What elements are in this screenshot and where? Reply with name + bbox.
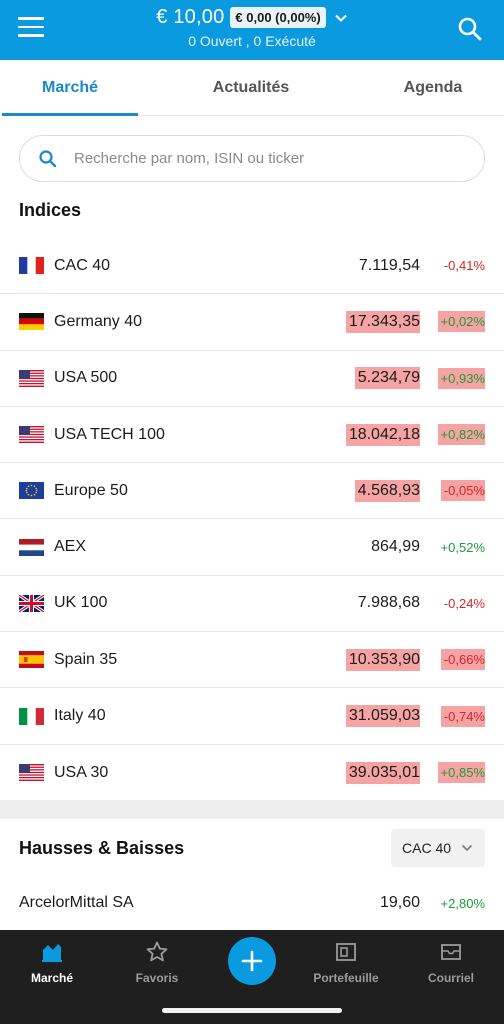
index-row-italy40[interactable]: Italy 40 31.059,03 -0,74% — [0, 688, 504, 745]
search-input[interactable] — [74, 150, 454, 167]
index-row-usa30[interactable]: USA 30 39.035,01 +0,85% — [0, 745, 504, 801]
index-row-europe50[interactable]: Europe 50 4.568,93 -0,05% — [0, 463, 504, 520]
balance-value: € 10,00 — [156, 6, 225, 28]
pnl-badge: € 0,00 (0,00%) — [230, 7, 326, 28]
index-price: 17.343,35 — [345, 310, 420, 333]
nav-favoris[interactable]: Favoris — [107, 940, 207, 985]
index-row-aex[interactable]: AEX 864,99 +0,52% — [0, 519, 504, 576]
star-icon — [146, 941, 168, 962]
account-summary[interactable]: € 10,00 € 0,00 (0,00%) — [0, 6, 504, 29]
eu-flag-icon — [19, 482, 44, 500]
index-row-uk100[interactable]: UK 100 7.988,68 -0,24% — [0, 576, 504, 633]
usa-flag-icon — [19, 764, 44, 782]
nav-marche[interactable]: Marché — [2, 940, 102, 985]
index-name: Spain 35 — [54, 650, 118, 668]
index-change: -0,74% — [440, 705, 485, 727]
index-name: USA 30 — [54, 763, 109, 781]
nav-label: Marché — [30, 971, 74, 985]
indices-list: CAC 40 7.119,54 -0,41% Germany 40 17.343… — [0, 238, 504, 801]
nav-label: Courriel — [427, 971, 474, 985]
index-price: 31.059,03 — [345, 705, 420, 728]
mail-icon — [441, 944, 461, 960]
mover-price: 19,60 — [379, 894, 420, 911]
mover-row[interactable]: ArcelorMittal SA 19,60 +2,80% — [0, 876, 504, 930]
home-indicator[interactable] — [162, 1008, 342, 1013]
index-name: Germany 40 — [54, 312, 143, 330]
index-price: 7.119,54 — [358, 256, 420, 274]
search-bar[interactable] — [19, 135, 485, 182]
index-price: 10.353,90 — [345, 648, 420, 671]
index-name: USA TECH 100 — [54, 425, 165, 443]
market-chart-icon — [42, 944, 62, 962]
usa-flag-icon — [19, 369, 44, 387]
index-price: 864,99 — [371, 538, 420, 556]
nav-label: Favoris — [135, 971, 179, 985]
index-row-spain35[interactable]: Spain 35 10.353,90 -0,66% — [0, 632, 504, 689]
spain-flag-icon — [19, 651, 44, 669]
indices-title: Indices — [19, 200, 82, 220]
tab-marche[interactable]: Marché — [0, 60, 140, 116]
plus-icon — [241, 950, 263, 972]
market-tabs: Marché Actualités Agenda — [0, 60, 504, 116]
index-price: 18.042,18 — [345, 423, 420, 446]
nav-courriel[interactable]: Courriel — [401, 940, 501, 985]
index-price: 4.568,93 — [354, 479, 420, 502]
index-name: USA 500 — [54, 369, 118, 387]
index-price: 7.988,68 — [357, 594, 420, 612]
index-change: +0,82% — [437, 424, 485, 446]
france-flag-icon — [19, 257, 44, 275]
nav-portefeuille[interactable]: Portefeuille — [296, 940, 396, 985]
index-change: -0,24% — [443, 595, 485, 611]
mover-name: ArcelorMittal SA — [19, 894, 134, 911]
search-icon — [39, 149, 57, 167]
app-header: € 10,00 € 0,00 (0,00%) 0 Ouvert , 0 Exéc… — [0, 0, 504, 60]
mover-change: +2,80% — [440, 896, 485, 911]
netherlands-flag-icon — [19, 538, 44, 556]
index-name: AEX — [54, 538, 87, 556]
index-price: 5.234,79 — [354, 367, 420, 390]
index-row-usatech100[interactable]: USA TECH 100 18.042,18 +0,82% — [0, 407, 504, 464]
movers-title: Hausses & Baisses — [19, 838, 185, 858]
nav-label: Portefeuille — [313, 971, 379, 985]
chevron-down-icon — [461, 844, 473, 852]
index-change: +0,52% — [440, 539, 485, 555]
tab-actualites[interactable]: Actualités — [212, 78, 290, 96]
index-change: +0,93% — [437, 367, 485, 389]
index-change: +0,85% — [437, 762, 485, 784]
portfolio-icon — [336, 943, 356, 961]
germany-flag-icon — [19, 313, 44, 331]
uk-flag-icon — [19, 594, 44, 612]
index-change: +0,02% — [437, 311, 485, 333]
index-name: Italy 40 — [54, 707, 106, 725]
movers-selected-index: CAC 40 — [402, 840, 452, 856]
orders-status: 0 Ouvert , 0 Exécuté — [188, 33, 316, 49]
menu-icon[interactable] — [18, 17, 44, 41]
index-name: Europe 50 — [54, 481, 128, 499]
usa-flag-icon — [19, 426, 44, 444]
tab-agenda[interactable]: Agenda — [403, 78, 463, 96]
index-price: 39.035,01 — [345, 761, 420, 784]
section-divider — [0, 800, 504, 819]
index-name: UK 100 — [54, 594, 108, 612]
chevron-down-icon[interactable] — [334, 11, 348, 25]
add-button[interactable] — [228, 937, 276, 985]
index-row-germany40[interactable]: Germany 40 17.343,35 +0,02% — [0, 294, 504, 351]
index-row-cac40[interactable]: CAC 40 7.119,54 -0,41% — [0, 238, 504, 295]
italy-flag-icon — [19, 707, 44, 725]
index-change: -0,66% — [440, 649, 485, 671]
search-icon[interactable] — [456, 15, 484, 43]
movers-index-dropdown[interactable]: CAC 40 — [391, 829, 485, 867]
index-change: -0,41% — [443, 258, 485, 274]
index-row-usa500[interactable]: USA 500 5.234,79 +0,93% — [0, 351, 504, 407]
index-name: CAC 40 — [54, 256, 111, 274]
index-change: -0,05% — [440, 480, 485, 502]
